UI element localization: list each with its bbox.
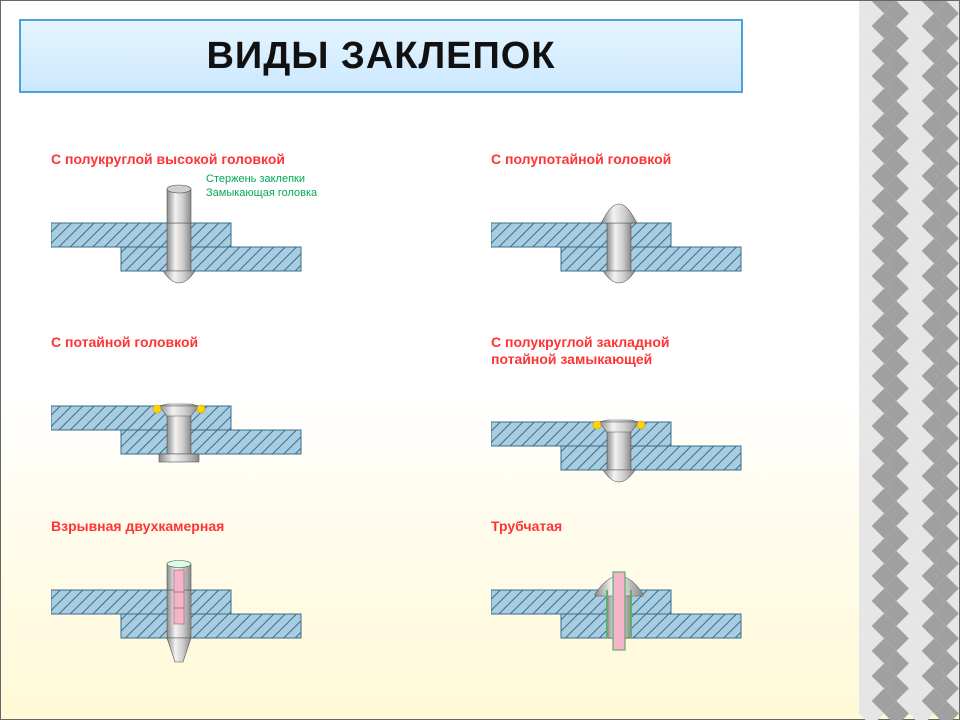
rivet-cell-semicircular-high: С полукруглой высокой головкой Стержень …: [51, 151, 431, 314]
rivet-title: Взрывная двухкамерная: [51, 518, 431, 536]
rivet-diagram-svg: [51, 358, 391, 498]
rivet-diagram-svg: [491, 542, 831, 682]
rivet-cell-semi-countersunk: С полупотайной головкой: [491, 151, 871, 314]
rivet-cell-tubular: Трубчатая: [491, 518, 871, 681]
anno-shaft: Стержень заклепки: [206, 173, 305, 185]
slide-root: ВИДЫ ЗАКЛЕПОК С полукруглой высокой голо…: [0, 0, 960, 720]
rivet-drawing: [491, 175, 831, 295]
rivet-title: С потайной головкой: [51, 334, 431, 352]
rivet-diagram-svg: [491, 374, 831, 514]
title-box: ВИДЫ ЗАКЛЕПОК: [19, 19, 743, 93]
rivet-title: С полукруглой высокой головкой: [51, 151, 431, 169]
diagram-grid: С полукруглой высокой головкой Стержень …: [51, 151, 871, 681]
anno-closing-head: Замыкающая головка: [206, 187, 317, 199]
rivet-cell-round-insert-countersunk-close: С полукруглой закладнойпотайной замыкающ…: [491, 334, 871, 497]
rivet-drawing: [491, 374, 831, 494]
side-decor-svg: [859, 1, 959, 720]
rivet-cell-explosive: Взрывная двухкамерная: [51, 518, 431, 681]
page-title: ВИДЫ ЗАКЛЕПОК: [206, 35, 555, 78]
side-decor: [859, 1, 959, 720]
rivet-title: Трубчатая: [491, 518, 871, 536]
rivet-diagram-svg: [491, 175, 831, 315]
rivet-title: С полупотайной головкой: [491, 151, 871, 169]
rivet-drawing: [491, 542, 831, 662]
rivet-diagram-svg: [51, 542, 391, 682]
rivet-drawing: [51, 542, 391, 662]
rivet-cell-countersunk: С потайной головкой: [51, 334, 431, 497]
rivet-title: С полукруглой закладнойпотайной замыкающ…: [491, 334, 871, 368]
rivet-drawing: [51, 358, 391, 478]
